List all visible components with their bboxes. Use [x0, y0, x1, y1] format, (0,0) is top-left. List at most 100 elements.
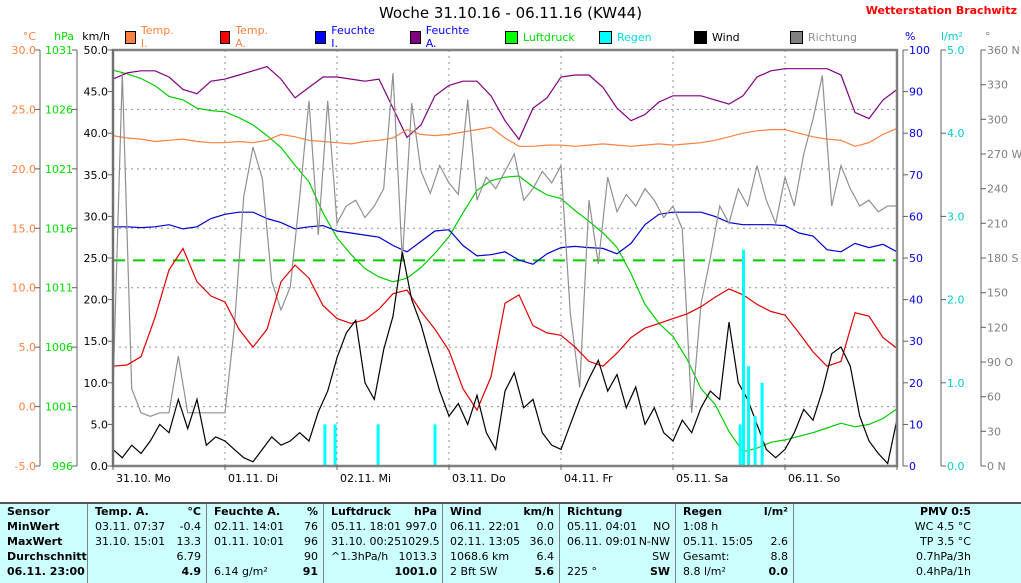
axis-tick-label: 2.0: [947, 294, 965, 307]
axis-tick-label: 120: [987, 321, 1008, 334]
axis-tick-label: 45.0: [84, 86, 109, 99]
row-label: MaxWert: [7, 535, 63, 548]
cell-text: 02.11. 13:05: [450, 535, 521, 548]
rain-bar: [376, 424, 380, 466]
row-label: Sensor: [7, 505, 50, 518]
axis-tick-label: 330: [987, 79, 1008, 92]
column-header: Feuchte A.: [214, 505, 281, 518]
legend-label: Wind: [712, 30, 740, 44]
column-unit: %: [306, 505, 318, 518]
rain-bar: [323, 424, 327, 466]
cell-value: 2.6: [770, 535, 789, 548]
axis-tick-label: 0.0: [19, 401, 37, 414]
rain-bar: [742, 249, 745, 466]
cell-text: 225 °: [567, 565, 597, 578]
legend-swatch-icon: [410, 30, 421, 44]
cell-text: 8.8 l/m²: [683, 565, 726, 578]
column-header: Regen: [683, 505, 723, 518]
axis-tick-label: 5.0: [91, 418, 109, 431]
axis-tick-label: 15.0: [12, 222, 37, 235]
cell-value: 1001.0: [394, 565, 437, 578]
axis-tick-label: 30: [909, 335, 923, 348]
legend-item-temp_a[interactable]: Temp. A.: [220, 24, 271, 50]
legend-item-feuchte_a[interactable]: Feuchte A.: [410, 24, 472, 50]
weather-chart: 30.0 25.0 20.0 15.0 10.0 5.0 0.0 -5.0 °C 1031 1026…: [12, 30, 1021, 485]
cell-text: 05.11. 18:01: [331, 520, 402, 533]
cell-value: 0.4hPa/1h: [915, 565, 971, 578]
legend-item-feuchte_i[interactable]: Feuchte I.: [315, 24, 377, 50]
table-column-luftdruck: Luftdruck hPa 05.11. 18:01 997.0 31.10. 00:2…: [323, 504, 442, 583]
cell-value: 91: [302, 565, 318, 578]
axis-tick-label: 60: [987, 391, 1001, 404]
axis-tick-label: 90 O: [987, 356, 1013, 369]
cell-value: 1013.3: [398, 550, 438, 563]
axis-tick-label: 90: [909, 86, 923, 99]
cell-value: N-NW: [638, 535, 670, 548]
legend-swatch-icon: [505, 30, 518, 44]
axis-tick-label: 15.0: [84, 335, 109, 348]
series-luftdruck: [112, 69, 898, 453]
legend-item-wind[interactable]: Wind: [694, 30, 740, 44]
column-unit: °C: [187, 505, 201, 518]
cell-value: SW: [652, 550, 670, 563]
row-label: MinWert: [7, 520, 60, 533]
axis-tick-label: 0: [909, 460, 916, 473]
axis-tick-label: 100: [909, 44, 930, 57]
axis-unit-lm2: l/m²: [941, 30, 963, 43]
column-unit: km/h: [523, 505, 554, 518]
cell-text: 03.11. 07:37: [95, 520, 166, 533]
axis-tick-label: 0.0: [91, 460, 109, 473]
axis-tick-label: 70: [909, 169, 923, 182]
series-richtung: [112, 73, 897, 417]
cell-value: 8.8: [770, 550, 789, 563]
cell-value: 1029.5: [401, 535, 440, 548]
table-column-temp-a-: Temp. A. °C 03.11. 07:37 -0.4 31.10. 15:01 13…: [87, 504, 206, 583]
axis-unit-hPa: hPa: [54, 30, 74, 43]
column-header: [794, 504, 801, 519]
cell-value: SW: [649, 565, 670, 578]
axis-tick-label: 50: [909, 252, 923, 265]
cell-text: 1:08 h: [683, 520, 719, 533]
legend-swatch-icon: [790, 30, 803, 44]
axis-unit-pct: %: [905, 30, 915, 43]
rain-bar: [738, 424, 742, 466]
rain-bar: [433, 424, 437, 466]
legend-item-temp_i[interactable]: Temp. I.: [125, 24, 176, 50]
cell-value: 0.7hPa/3h: [915, 550, 971, 563]
axis-tick-label: 30.0: [12, 44, 37, 57]
x-axis-day-label: 01.11. Di: [228, 472, 278, 485]
axis-tick-label: 50.0: [84, 44, 109, 57]
axis-tick-label: 20: [909, 377, 923, 390]
axis-tick-label: 1031: [45, 44, 73, 57]
legend-swatch-icon: [694, 30, 707, 44]
legend-item-richtung[interactable]: Richtung: [790, 30, 857, 44]
column-header: Luftdruck: [331, 505, 391, 518]
legend-swatch-icon: [599, 30, 612, 44]
cell-text: [794, 519, 801, 534]
axis-tick-label: 5.0: [947, 44, 965, 57]
rain-bar: [333, 424, 337, 466]
table-column-pmv-0-5: PMV 0:5 WC 4.5 °C TP 3.5 °C 0.7hPa/3h 0.4hPa…: [793, 504, 1021, 583]
legend-label: Temp. I.: [140, 24, 174, 50]
legend-item-regen[interactable]: Regen: [599, 30, 652, 44]
cell-text: 1068.6 km: [450, 550, 510, 563]
cell-text: 05.11. 15:05: [683, 535, 754, 548]
axis-tick-label: 270 W: [987, 148, 1021, 161]
station-name: Wetterstation Brachwitz: [865, 4, 1017, 17]
axis-tick-label: 300: [987, 113, 1008, 126]
axis-tick-label: 20.0: [84, 294, 109, 307]
cell-value: 0.0: [768, 565, 789, 578]
series-temp_i: [112, 126, 898, 147]
cell-text: 05.11. 04:01: [567, 520, 638, 533]
axis-tick-label: 1021: [45, 163, 73, 176]
stats-table: Sensor MinWert MaxWert Durchschnitt 06.11. 2…: [0, 502, 1021, 583]
rain-bar: [753, 416, 757, 466]
x-axis-day-label: 02.11. Mi: [340, 472, 391, 485]
axis-tick-label: 40: [909, 294, 923, 307]
cell-value: 90: [304, 550, 318, 563]
legend-label: Temp. A.: [235, 24, 269, 50]
axis-unit-deg: °: [985, 30, 991, 43]
page-title: Woche 31.10.16 - 06.11.16 (KW44): [378, 4, 643, 22]
x-axis-day-label: 05.11. Sa: [676, 472, 728, 485]
legend-item-luftdruck[interactable]: Luftdruck: [505, 30, 575, 44]
